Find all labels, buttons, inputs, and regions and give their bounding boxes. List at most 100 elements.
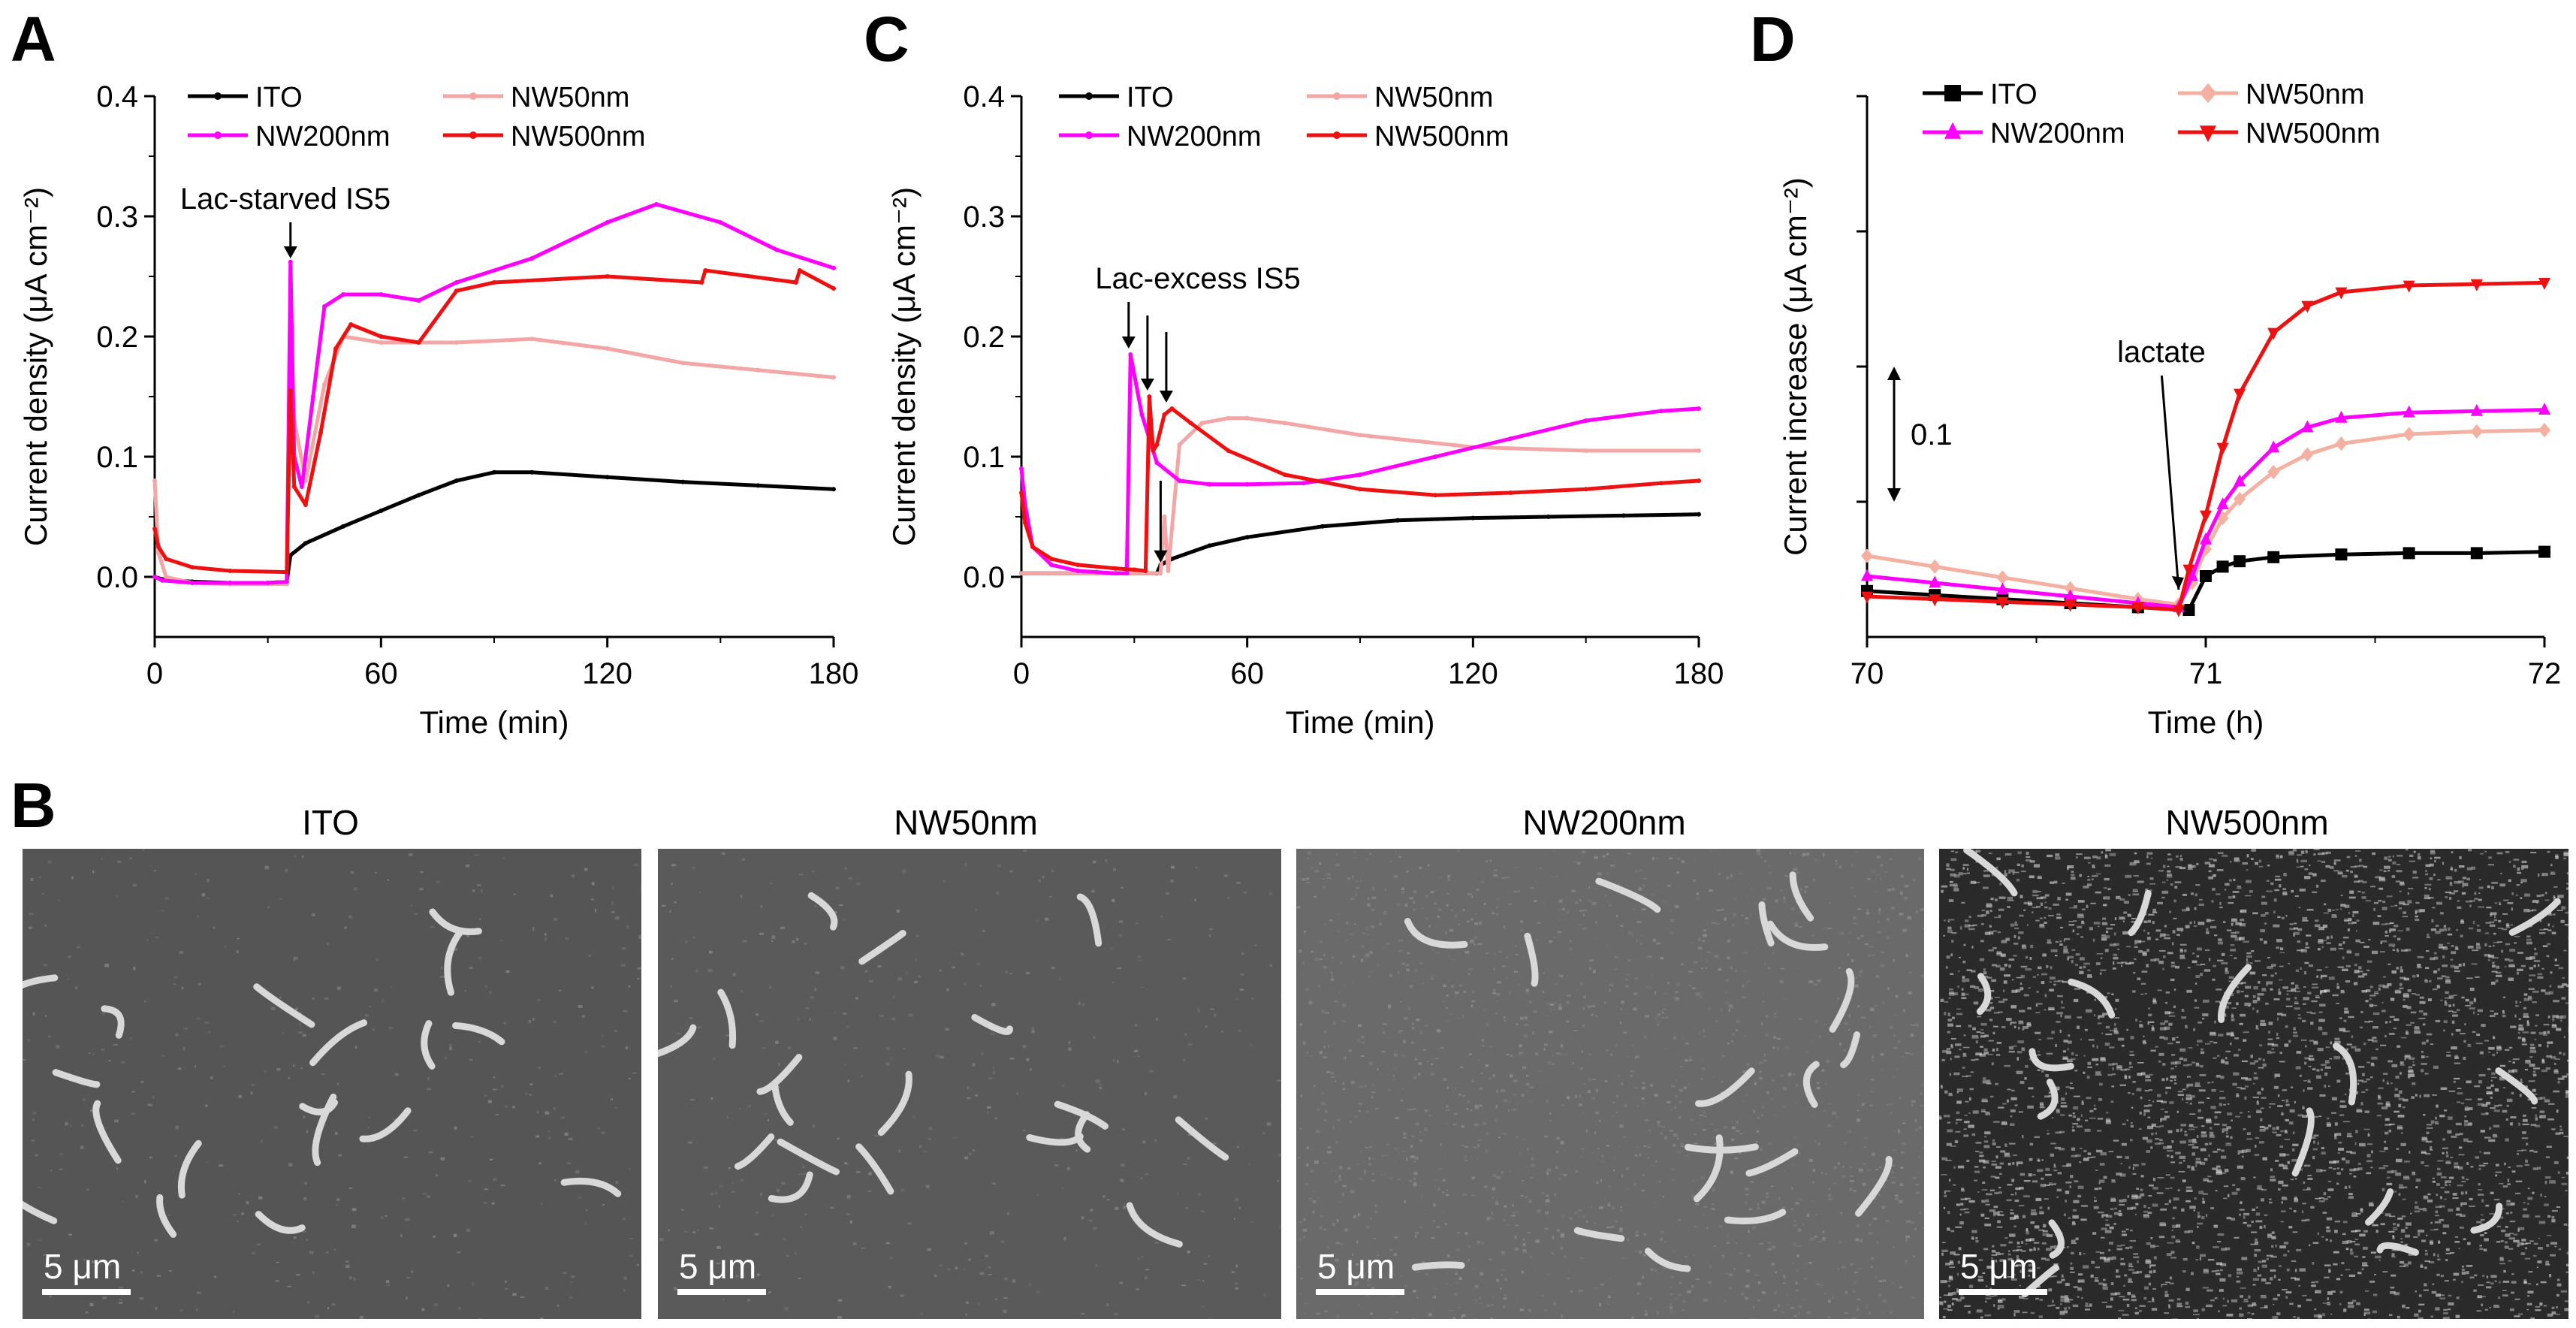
sem-grain bbox=[436, 881, 441, 883]
sem-title-nw50nm: NW50nm bbox=[894, 803, 1038, 842]
sem-grain bbox=[1537, 1211, 1541, 1214]
chart-c-point-nw200nm bbox=[1124, 571, 1130, 576]
chart-d-point-nw50nm bbox=[2403, 427, 2415, 442]
sem-grain bbox=[2077, 1185, 2084, 1189]
chart-d-point-ito bbox=[2200, 570, 2212, 582]
sem-grain bbox=[1138, 960, 1142, 961]
sem-grain bbox=[1923, 1302, 1924, 1304]
sem-grain bbox=[1992, 1245, 1995, 1248]
sem-grain bbox=[1603, 1198, 1606, 1200]
sem-grain bbox=[623, 1276, 627, 1280]
sem-grain bbox=[2342, 937, 2349, 939]
sem-grain bbox=[1374, 1107, 1379, 1110]
sem-grain bbox=[2418, 1208, 2424, 1210]
sem-grain bbox=[1480, 1272, 1483, 1276]
sem-grain bbox=[1435, 952, 1440, 954]
chart-a-x-axis-label: Time (min) bbox=[419, 705, 569, 740]
sem-grain bbox=[1962, 1046, 1970, 1049]
sem-grain bbox=[1462, 909, 1465, 912]
sem-grain bbox=[1949, 988, 1953, 991]
sem-grain bbox=[2130, 1229, 2133, 1232]
sem-grain bbox=[1519, 1044, 1522, 1048]
sem-grain bbox=[1486, 1132, 1489, 1135]
sem-grain bbox=[1711, 1212, 1713, 1215]
sem-grain bbox=[2267, 1233, 2272, 1236]
sem-grain bbox=[2321, 1064, 2327, 1066]
sem-grain bbox=[2477, 1103, 2484, 1106]
sem-grain bbox=[2102, 1013, 2108, 1016]
sem-grain bbox=[1989, 910, 1992, 913]
sem-grain bbox=[2507, 902, 2514, 904]
sem-grain bbox=[1809, 1158, 1813, 1162]
sem-grain bbox=[1423, 1127, 1428, 1131]
sem-grain bbox=[732, 973, 736, 976]
sem-grain bbox=[472, 1282, 475, 1286]
chart-d-point-nw500nm bbox=[1861, 591, 1873, 604]
chart-a-point-nw50nm bbox=[164, 575, 169, 579]
sem-grain bbox=[2455, 947, 2459, 950]
sem-grain bbox=[2231, 1191, 2238, 1195]
sem-grain bbox=[1205, 1118, 1208, 1120]
sem-grain bbox=[2565, 1091, 2568, 1095]
sem-grain bbox=[2510, 924, 2513, 926]
sem-grain bbox=[453, 1233, 457, 1237]
sem-grain bbox=[2560, 1015, 2566, 1019]
sem-grain bbox=[1761, 1105, 1765, 1109]
sem-grain bbox=[2032, 1180, 2038, 1183]
sem-grain bbox=[1338, 1178, 1341, 1182]
sem-bacterium bbox=[1126, 1202, 1183, 1248]
sem-grain bbox=[1796, 1269, 1799, 1273]
sem-grain bbox=[2260, 1118, 2263, 1121]
sem-grain bbox=[1367, 1284, 1371, 1287]
sem-grain bbox=[1337, 1200, 1342, 1203]
sem-grain bbox=[1425, 895, 1428, 898]
chart-c-annotation-arrow-1-head bbox=[1121, 337, 1136, 349]
sem-grain bbox=[1721, 1254, 1725, 1257]
sem-grain bbox=[2408, 1073, 2415, 1077]
sem-grain bbox=[1093, 1227, 1097, 1230]
sem-grain bbox=[1745, 1203, 1748, 1206]
sem-grain bbox=[1664, 1240, 1667, 1244]
sem-grain bbox=[1680, 1066, 1683, 1067]
sem-grain bbox=[2353, 1176, 2357, 1178]
sem-grain bbox=[2099, 972, 2102, 975]
sem-grain bbox=[2347, 1133, 2352, 1136]
sem-grain bbox=[1306, 1051, 1308, 1054]
sem-grain bbox=[1455, 1271, 1458, 1274]
sem-grain bbox=[1953, 1072, 1960, 1076]
sem-grain bbox=[2246, 880, 2252, 883]
sem-grain bbox=[1712, 1188, 1715, 1192]
sem-grain bbox=[1462, 1094, 1466, 1097]
sem-grain bbox=[2094, 1278, 2098, 1281]
chart-a-point-nw50nm bbox=[379, 340, 384, 345]
sem-grain bbox=[1371, 1084, 1374, 1087]
chart-c-point-nw50nm bbox=[1158, 571, 1163, 576]
sem-grain bbox=[331, 1303, 336, 1305]
sem-grain bbox=[2214, 934, 2218, 937]
sem-grain bbox=[1793, 1155, 1797, 1157]
sem-grain bbox=[1382, 946, 1386, 949]
sem-grain bbox=[2361, 892, 2365, 894]
sem-grain bbox=[1608, 1277, 1611, 1279]
sem-grain bbox=[2022, 1029, 2025, 1031]
sem-grain bbox=[1141, 986, 1145, 988]
sem-grain bbox=[1406, 968, 1410, 972]
sem-grain bbox=[1691, 1194, 1694, 1198]
sem-grain bbox=[2095, 1251, 2101, 1253]
sem-grain bbox=[833, 1037, 837, 1040]
sem-grain bbox=[1992, 1031, 1995, 1034]
sem-grain bbox=[2370, 1062, 2374, 1065]
sem-grain bbox=[2515, 1180, 2523, 1182]
sem-grain bbox=[1588, 967, 1592, 970]
sem-grain bbox=[2461, 1281, 2463, 1284]
sem-grain bbox=[1468, 1053, 1472, 1055]
sem-bacterium bbox=[877, 1070, 912, 1136]
sem-grain bbox=[2434, 952, 2437, 955]
sem-grain bbox=[2493, 932, 2496, 935]
sem-scale-bar-label: 5 μm bbox=[679, 1247, 756, 1286]
sem-grain bbox=[1865, 1305, 1869, 1308]
sem-grain bbox=[1160, 916, 1163, 918]
sem-grain bbox=[1626, 868, 1630, 870]
sem-grain bbox=[2152, 1001, 2157, 1004]
sem-grain bbox=[2318, 1197, 2324, 1199]
